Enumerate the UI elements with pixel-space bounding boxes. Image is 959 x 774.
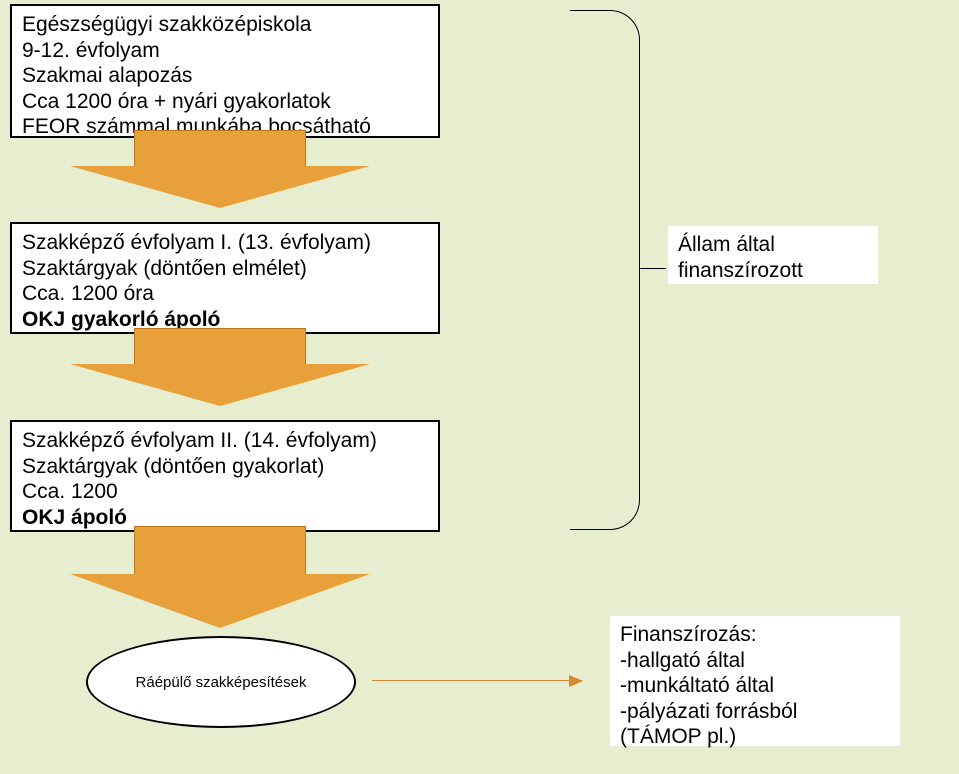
box2-l1: Szakképző évfolyam I. (13. évfolyam) bbox=[22, 230, 428, 256]
ellipse-label: Ráépülő szakképesítések bbox=[136, 674, 307, 691]
state-l1: Állam által bbox=[678, 232, 868, 258]
ellipse-addon-qualifications: Ráépülő szakképesítések bbox=[86, 636, 356, 728]
box-year13: Szakképző évfolyam I. (13. évfolyam) Sza… bbox=[10, 222, 440, 334]
fin-l3: -munkáltató által bbox=[620, 673, 890, 699]
state-l2: finanszírozott bbox=[678, 258, 868, 284]
box-year14: Szakképző évfolyam II. (14. évfolyam) Sz… bbox=[10, 420, 440, 532]
box2-l2: Szaktárgyak (döntően elmélet) bbox=[22, 256, 428, 282]
box1-l1: Egészségügyi szakközépiskola bbox=[22, 12, 428, 38]
box3-l3: Cca. 1200 bbox=[22, 479, 428, 505]
thin-arrow-financing bbox=[372, 680, 582, 681]
box3-l2: Szaktárgyak (döntően gyakorlat) bbox=[22, 454, 428, 480]
fin-l1: Finanszírozás: bbox=[620, 622, 890, 648]
box-state-financed: Állam által finanszírozott bbox=[668, 226, 878, 284]
bracket-state-financed bbox=[570, 10, 640, 530]
arrow-3 bbox=[70, 526, 370, 628]
fin-l2: -hallgató által bbox=[620, 648, 890, 674]
fin-l4: -pályázati forrásból bbox=[620, 699, 890, 725]
bracket-nub bbox=[640, 268, 666, 269]
diagram-stage: Egészségügyi szakközépiskola 9-12. évfol… bbox=[0, 0, 959, 774]
fin-l5: (TÁMOP pl.) bbox=[620, 724, 890, 750]
arrow-1 bbox=[70, 130, 370, 208]
arrow-2 bbox=[70, 328, 370, 406]
box2-l3: Cca. 1200 óra bbox=[22, 281, 428, 307]
box-financing: Finanszírozás: -hallgató által -munkálta… bbox=[610, 616, 900, 746]
box3-l1: Szakképző évfolyam II. (14. évfolyam) bbox=[22, 428, 428, 454]
box1-l4: Cca 1200 óra + nyári gyakorlatok bbox=[22, 89, 428, 115]
box1-l2: 9-12. évfolyam bbox=[22, 38, 428, 64]
box1-l3: Szakmai alapozás bbox=[22, 63, 428, 89]
box-school: Egészségügyi szakközépiskola 9-12. évfol… bbox=[10, 4, 440, 138]
